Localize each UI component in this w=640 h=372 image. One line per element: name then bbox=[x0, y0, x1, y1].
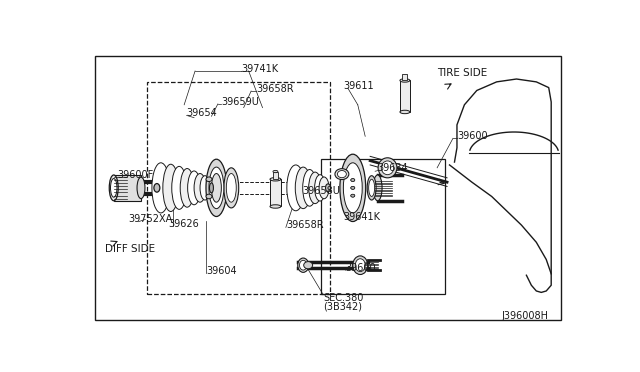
Text: 39658R: 39658R bbox=[286, 220, 323, 230]
Ellipse shape bbox=[287, 165, 305, 211]
Text: TIRE SIDE: TIRE SIDE bbox=[437, 68, 488, 78]
Bar bbox=[403, 74, 408, 80]
Ellipse shape bbox=[180, 169, 194, 207]
Text: 39658R: 39658R bbox=[256, 84, 294, 94]
Ellipse shape bbox=[227, 173, 236, 202]
Ellipse shape bbox=[369, 179, 374, 196]
Ellipse shape bbox=[303, 170, 317, 206]
Ellipse shape bbox=[154, 183, 160, 192]
Text: 39600: 39600 bbox=[346, 263, 376, 273]
Text: 39654: 39654 bbox=[187, 108, 218, 118]
Ellipse shape bbox=[340, 154, 365, 221]
Ellipse shape bbox=[351, 179, 355, 182]
Ellipse shape bbox=[298, 258, 308, 272]
Text: DIFF SIDE: DIFF SIDE bbox=[105, 244, 155, 254]
Ellipse shape bbox=[295, 167, 311, 209]
Ellipse shape bbox=[400, 110, 410, 114]
Bar bbox=[147, 82, 330, 294]
Ellipse shape bbox=[211, 173, 221, 202]
Text: 39634: 39634 bbox=[378, 163, 408, 173]
Ellipse shape bbox=[400, 79, 410, 82]
Text: 39611: 39611 bbox=[343, 81, 374, 91]
Ellipse shape bbox=[353, 256, 367, 275]
Ellipse shape bbox=[273, 170, 278, 173]
Ellipse shape bbox=[381, 161, 394, 175]
Ellipse shape bbox=[351, 194, 355, 197]
Ellipse shape bbox=[315, 175, 326, 201]
Ellipse shape bbox=[200, 176, 210, 200]
Ellipse shape bbox=[206, 159, 227, 217]
Ellipse shape bbox=[337, 170, 346, 178]
Bar bbox=[321, 159, 445, 294]
Ellipse shape bbox=[378, 158, 397, 178]
Text: 39626: 39626 bbox=[168, 219, 199, 229]
Bar bbox=[114, 175, 141, 201]
Text: 39659U: 39659U bbox=[221, 97, 259, 107]
Ellipse shape bbox=[188, 171, 200, 205]
Ellipse shape bbox=[206, 177, 212, 182]
Ellipse shape bbox=[319, 177, 329, 199]
Ellipse shape bbox=[304, 262, 312, 269]
Ellipse shape bbox=[109, 175, 118, 201]
Bar bbox=[270, 179, 281, 206]
Ellipse shape bbox=[308, 172, 321, 203]
Ellipse shape bbox=[111, 179, 117, 197]
Text: 39641K: 39641K bbox=[343, 212, 380, 221]
Ellipse shape bbox=[224, 168, 239, 208]
Ellipse shape bbox=[335, 169, 349, 180]
Text: 39741K: 39741K bbox=[241, 64, 278, 74]
Ellipse shape bbox=[206, 194, 212, 199]
Ellipse shape bbox=[351, 179, 355, 182]
Ellipse shape bbox=[373, 175, 382, 201]
Ellipse shape bbox=[270, 205, 281, 208]
Text: J396008H: J396008H bbox=[502, 311, 548, 321]
Text: 39600F: 39600F bbox=[117, 170, 154, 180]
Ellipse shape bbox=[163, 164, 179, 212]
Ellipse shape bbox=[351, 194, 355, 197]
Ellipse shape bbox=[351, 186, 355, 189]
Ellipse shape bbox=[209, 183, 213, 193]
Ellipse shape bbox=[194, 173, 206, 202]
Bar bbox=[273, 171, 278, 179]
Ellipse shape bbox=[270, 177, 281, 181]
Ellipse shape bbox=[351, 186, 355, 189]
Text: 39658U: 39658U bbox=[302, 186, 340, 196]
Ellipse shape bbox=[137, 177, 145, 199]
Ellipse shape bbox=[172, 166, 187, 209]
Bar bbox=[400, 80, 410, 112]
Ellipse shape bbox=[326, 184, 330, 192]
Text: (3B342): (3B342) bbox=[323, 302, 362, 312]
Text: SEC.380: SEC.380 bbox=[323, 293, 364, 303]
Ellipse shape bbox=[367, 176, 376, 200]
Ellipse shape bbox=[209, 167, 224, 209]
Ellipse shape bbox=[152, 163, 170, 213]
Ellipse shape bbox=[355, 259, 365, 272]
Ellipse shape bbox=[344, 163, 362, 213]
Text: 39752XA: 39752XA bbox=[129, 214, 173, 224]
Ellipse shape bbox=[300, 260, 307, 270]
Text: 39604: 39604 bbox=[207, 266, 237, 276]
Text: 39600: 39600 bbox=[457, 131, 488, 141]
